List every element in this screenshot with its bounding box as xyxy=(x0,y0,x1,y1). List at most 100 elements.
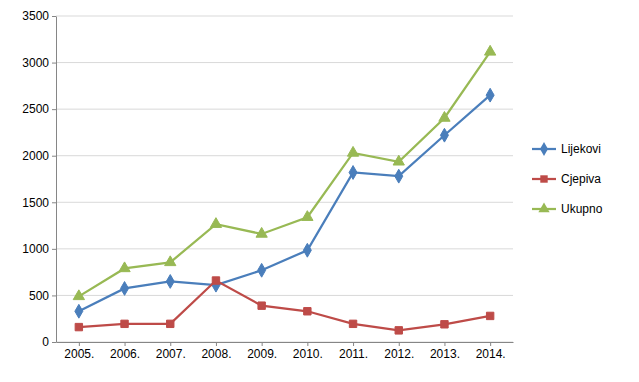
x-tick: 2005. xyxy=(64,342,94,361)
y-tick-label: 2000 xyxy=(22,149,49,163)
x-tick-mark xyxy=(490,342,491,346)
legend-marker xyxy=(540,142,548,156)
legend-label: Cjepiva xyxy=(561,172,601,186)
x-tick: 2012. xyxy=(384,342,414,361)
series-marker xyxy=(165,256,176,266)
x-tick-label: 2013. xyxy=(430,347,460,361)
y-tick-mark xyxy=(52,202,56,203)
series-marker xyxy=(75,323,82,330)
series-marker xyxy=(167,320,174,327)
series-marker xyxy=(212,277,219,284)
grid-line xyxy=(56,155,513,156)
series-group xyxy=(73,45,496,334)
y-tick: 2000 xyxy=(22,149,56,163)
series-marker xyxy=(441,321,448,328)
series-marker xyxy=(395,169,403,183)
series-line xyxy=(79,281,490,331)
y-tick-mark xyxy=(52,63,56,64)
y-tick-label: 0 xyxy=(42,335,49,349)
series-marker xyxy=(486,88,494,102)
series-marker xyxy=(347,146,358,156)
x-tick-label: 2012. xyxy=(384,347,414,361)
grid-line xyxy=(56,109,513,110)
legend-marker xyxy=(540,175,547,182)
x-tick-label: 2014. xyxy=(476,347,506,361)
series-marker xyxy=(75,304,83,318)
series-marker xyxy=(349,166,357,180)
legend-entry: Cjepiva xyxy=(532,172,601,186)
series-line xyxy=(79,95,490,311)
y-axis-line xyxy=(56,17,57,343)
x-tick-label: 2005. xyxy=(64,347,94,361)
series-marker xyxy=(258,263,266,277)
y-tick-label: 3000 xyxy=(22,56,49,70)
y-tick-label: 500 xyxy=(29,289,49,303)
x-tick: 2006. xyxy=(110,342,140,361)
legend-entry: Ukupno xyxy=(532,202,603,216)
grid-line xyxy=(56,62,513,63)
y-tick-mark xyxy=(52,249,56,250)
x-tick-mark xyxy=(353,342,354,346)
y-tick: 3500 xyxy=(22,9,56,23)
x-axis: 2005. 2006. 2007. 2008. 2009. 2010. 2011. 2012.… xyxy=(57,342,514,361)
x-tick-mark xyxy=(399,342,400,346)
y-tick: 500 xyxy=(29,289,56,303)
grid-line xyxy=(56,202,513,203)
x-tick-mark xyxy=(262,342,263,346)
legend-marker xyxy=(538,202,549,212)
y-tick: 0 xyxy=(42,335,56,349)
x-tick: 2007. xyxy=(156,342,186,361)
series-marker xyxy=(395,327,402,334)
series-marker xyxy=(73,290,84,300)
y-tick-label: 3500 xyxy=(22,9,49,23)
grid-line xyxy=(56,248,513,249)
x-tick: 2009. xyxy=(247,342,277,361)
y-tick: 3000 xyxy=(22,56,56,70)
legend: Lijekovi Cjepiva Ukupno xyxy=(532,142,603,216)
x-tick-label: 2011. xyxy=(339,347,368,361)
x-tick-label: 2008. xyxy=(201,347,231,361)
series-marker xyxy=(303,243,311,257)
grid-line xyxy=(56,16,513,17)
x-tick: 2014. xyxy=(476,342,506,361)
y-tick-mark xyxy=(52,295,56,296)
x-tick-label: 2007. xyxy=(156,347,186,361)
series-line xyxy=(79,52,490,296)
series-marker xyxy=(210,218,221,228)
series-marker xyxy=(256,227,267,237)
x-tick-mark xyxy=(79,342,80,346)
series-marker xyxy=(393,155,404,165)
y-tick-mark xyxy=(52,156,56,157)
x-tick: 2010. xyxy=(293,342,323,361)
x-tick-label: 2009. xyxy=(247,347,277,361)
series-marker xyxy=(119,262,130,272)
series-marker xyxy=(304,308,311,315)
x-tick-mark xyxy=(125,342,126,346)
series-marker xyxy=(302,211,313,221)
series-marker xyxy=(485,45,496,55)
x-tick: 2013. xyxy=(430,342,460,361)
series-marker xyxy=(440,128,448,142)
x-tick-mark xyxy=(307,342,308,346)
y-tick-label: 1500 xyxy=(22,196,49,210)
x-tick-mark xyxy=(444,342,445,346)
y-tick-mark xyxy=(52,342,56,343)
y-tick: 1000 xyxy=(22,242,56,256)
series-marker xyxy=(166,275,174,289)
x-tick: 2008. xyxy=(201,342,231,361)
series-marker xyxy=(486,312,493,319)
x-tick-label: 2010. xyxy=(293,347,323,361)
legend-label: Ukupno xyxy=(561,202,603,216)
chart: 05001000150020002500300035002005.2006.20… xyxy=(0,0,639,382)
y-tick: 1500 xyxy=(22,196,56,210)
y-axis: 0 500 1000 1500 2000 2500 3000 3500 xyxy=(22,9,56,349)
grid xyxy=(56,16,513,342)
x-tick-label: 2006. xyxy=(110,347,140,361)
y-tick-mark xyxy=(52,109,56,110)
y-tick: 2500 xyxy=(22,102,56,116)
series-marker xyxy=(439,111,450,121)
x-tick-mark xyxy=(170,342,171,346)
y-tick-label: 1000 xyxy=(22,242,49,256)
y-tick-label: 2500 xyxy=(22,102,49,116)
legend-entry: Lijekovi xyxy=(532,142,601,156)
